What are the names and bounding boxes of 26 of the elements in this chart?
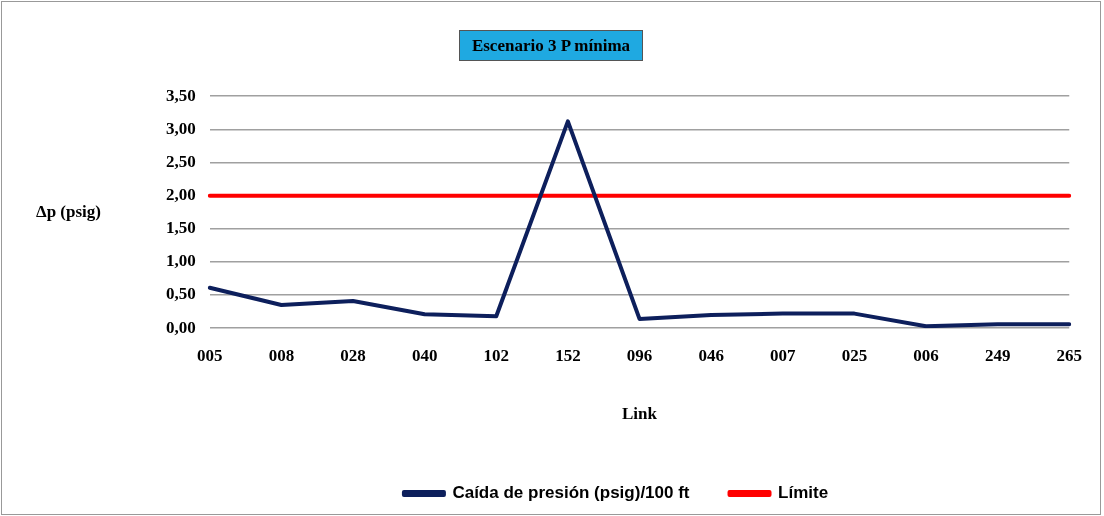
legend-label: Caída de presión (psig)/100 ft [452,483,690,503]
y-tick-label: 3,00 [166,118,196,138]
x-tick-label: 040 [411,345,438,365]
y-tick-label: 2,00 [166,185,196,205]
y-axis-title: Δp (psig) [36,202,101,222]
y-tick-label: 1,50 [166,218,196,238]
x-tick-label: 028 [340,345,366,365]
x-tick-label: 096 [626,345,653,365]
x-tick-label: 005 [197,345,223,365]
chart-title: Escenario 3 P mínima [458,30,644,61]
x-tick-label: 006 [913,345,939,365]
x-tick-label: 007 [770,345,796,365]
x-tick-label: 008 [268,345,295,365]
legend-label: Límite [778,483,829,503]
y-tick-label: 1,00 [166,251,196,271]
y-tick-label: 2,50 [166,151,196,171]
x-tick-label: 249 [984,345,1011,365]
x-axis-title: Link [622,404,658,424]
y-tick-label: 0,00 [166,317,196,337]
x-tick-label: 265 [1056,345,1082,365]
x-tick-label: 102 [483,345,509,365]
x-tick-label: 152 [555,345,581,365]
x-tick-label: 025 [841,345,868,365]
y-tick-label: 0,50 [166,284,196,304]
y-tick-label: 3,50 [166,85,196,105]
x-tick-label: 046 [698,345,724,365]
